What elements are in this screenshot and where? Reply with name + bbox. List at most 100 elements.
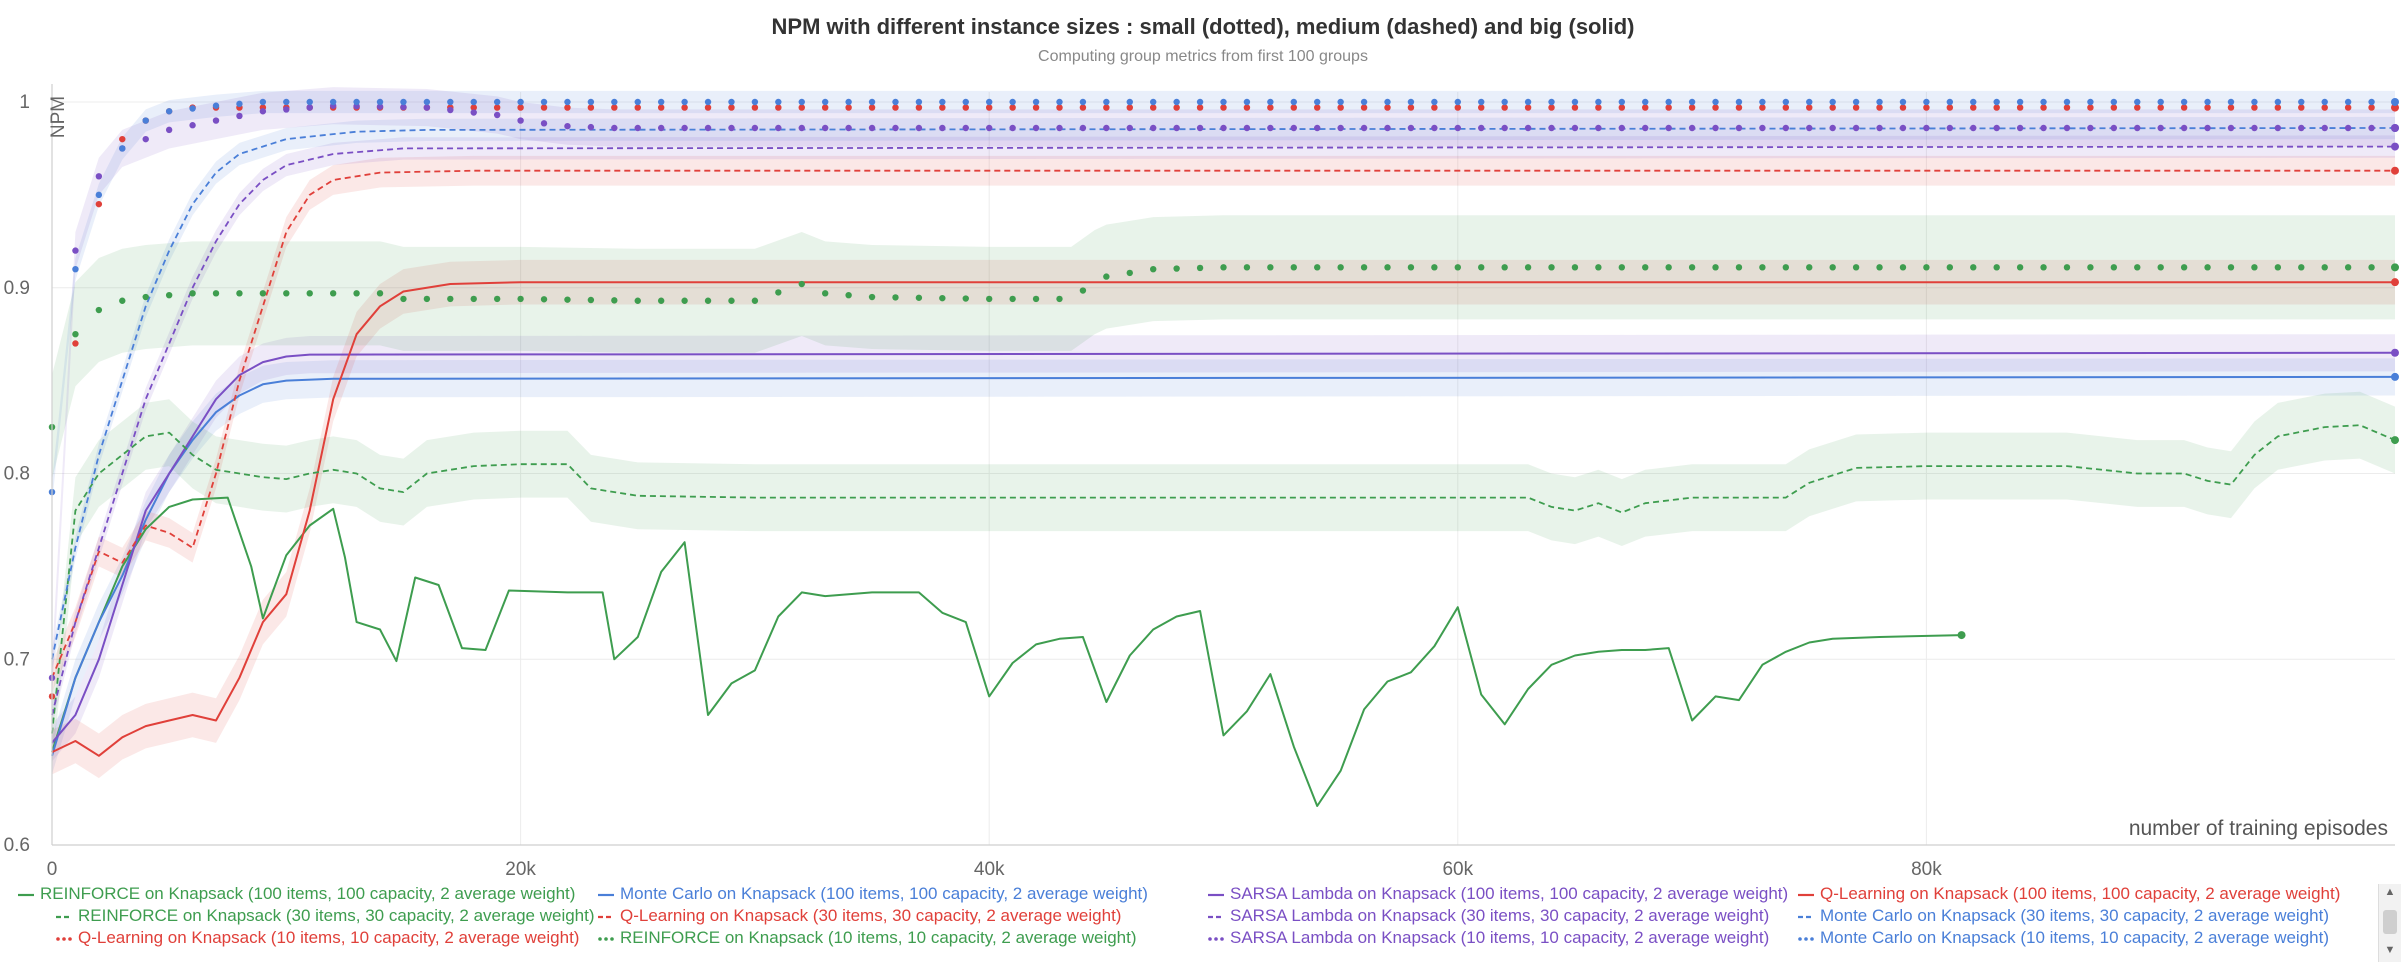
legend-item[interactable]: Monte Carlo on Knapsack (10 items, 10 ca…: [1798, 928, 2329, 948]
series-point-9: [1290, 264, 1297, 271]
legend-item[interactable]: REINFORCE on Knapsack (10 items, 10 capa…: [598, 928, 1137, 948]
series-point-11: [986, 98, 993, 106]
series-point-8: [564, 104, 571, 111]
series-point-11: [517, 98, 524, 106]
legend-item[interactable]: SARSA Lambda on Knapsack (30 items, 30 c…: [1208, 906, 1769, 926]
series-point-9: [2134, 264, 2141, 271]
legend-label: SARSA Lambda on Knapsack (10 items, 10 c…: [1230, 928, 1770, 947]
series-point-11: [1243, 98, 1251, 106]
series-point-8: [986, 104, 993, 111]
series-point-11: [1712, 98, 1719, 106]
series-point-9: [1079, 287, 1087, 294]
series-point-9: [1899, 264, 1907, 271]
series-point-8: [868, 104, 876, 111]
x-tick-label: 20k: [505, 859, 536, 880]
series-point-9: [1032, 295, 1040, 303]
series-point-11: [587, 98, 595, 106]
series-point-11: [634, 98, 641, 106]
series-end-marker-11: [2391, 98, 2399, 106]
series-point-10: [657, 124, 665, 132]
series-point-9: [1267, 264, 1274, 271]
series-point-11: [751, 98, 759, 106]
series-point-9: [587, 296, 595, 304]
series-point-9: [329, 290, 337, 297]
series-point-9: [2063, 264, 2071, 271]
series-point-8: [540, 104, 548, 111]
series-point-10: [2251, 124, 2258, 132]
series-point-8: [95, 200, 103, 208]
series-point-9: [470, 295, 477, 303]
series-point-10: [611, 124, 618, 132]
series-point-11: [1009, 98, 1016, 106]
legend-swatch-icon: [56, 936, 72, 941]
series-point-10: [1524, 124, 1532, 132]
series-point-9: [540, 296, 548, 303]
series-point-11: [775, 98, 782, 106]
series-point-10: [283, 106, 290, 113]
series-point-10: [1829, 124, 1836, 132]
series-point-11: [1923, 98, 1930, 106]
legend-swatch-icon: [598, 915, 614, 918]
legend-item[interactable]: SARSA Lambda on Knapsack (100 items, 100…: [1208, 884, 1788, 904]
legend-swatch-icon: [598, 936, 614, 941]
series-point-10: [564, 122, 571, 130]
series-point-9: [1688, 264, 1696, 271]
series-point-8: [1876, 104, 1883, 111]
series-point-11: [962, 98, 969, 106]
series-point-10: [1009, 124, 1016, 132]
series-point-11: [1524, 98, 1532, 106]
series-point-9: [2016, 264, 2024, 271]
series-point-9: [1454, 264, 1462, 271]
series-point-8: [1548, 104, 1555, 111]
series-line-4: [51, 424, 2396, 734]
series-point-8: [2298, 104, 2305, 111]
series-point-9: [1431, 264, 1438, 271]
series-point-11: [1571, 98, 1579, 106]
series-point-8: [1173, 104, 1180, 111]
legend-item[interactable]: Monte Carlo on Knapsack (100 items, 100 …: [598, 884, 1148, 904]
legend-item[interactable]: Monte Carlo on Knapsack (30 items, 30 ca…: [1798, 906, 2329, 926]
legend-item[interactable]: Q-Learning on Knapsack (100 items, 100 c…: [1798, 884, 2340, 904]
legend-item[interactable]: REINFORCE on Knapsack (30 items, 30 capa…: [56, 906, 595, 926]
series-point-10: [2298, 124, 2305, 132]
series-point-9: [986, 295, 993, 303]
series-point-10: [165, 126, 173, 134]
legend-item[interactable]: Q-Learning on Knapsack (30 items, 30 cap…: [598, 906, 1121, 926]
series-point-10: [775, 124, 782, 132]
series-point-10: [2368, 124, 2375, 132]
series-end-marker-8: [2391, 103, 2399, 112]
series-band-2: [52, 334, 2395, 762]
series-point-9: [751, 297, 759, 304]
y-tick-label: 1: [19, 92, 30, 113]
series-point-9: [2087, 264, 2094, 271]
legend-item[interactable]: SARSA Lambda on Knapsack (10 items, 10 c…: [1208, 928, 1769, 948]
series-point-11: [1384, 98, 1391, 106]
legend-scrollbar[interactable]: ▲ ▼: [2378, 884, 2401, 962]
series-point-10: [1384, 124, 1391, 132]
series-point-8: [1126, 104, 1133, 111]
scroll-down-icon[interactable]: ▼: [2384, 944, 2396, 956]
series-point-9: [1782, 264, 1790, 271]
x-tick-label: 80k: [1911, 859, 1942, 880]
legend-item[interactable]: Q-Learning on Knapsack (10 items, 10 cap…: [56, 928, 579, 948]
series-point-11: [1173, 98, 1180, 106]
series-point-11: [892, 98, 899, 106]
scroll-up-icon[interactable]: ▲: [2384, 886, 2396, 898]
series-point-9: [821, 290, 829, 297]
series-point-10: [1032, 124, 1040, 132]
series-point-11: [2040, 98, 2047, 106]
series-point-10: [704, 124, 712, 132]
legend-item[interactable]: REINFORCE on Knapsack (100 items, 100 ca…: [18, 884, 575, 904]
series-point-11: [1431, 98, 1438, 106]
series-point-9: [283, 290, 290, 297]
series-point-11: [1899, 98, 1907, 106]
series-point-11: [2157, 98, 2164, 106]
series-point-11: [1454, 98, 1462, 106]
scrollbar-thumb[interactable]: [2383, 910, 2397, 934]
series-point-10: [306, 104, 313, 111]
series-point-11: [1360, 98, 1368, 106]
axes: 0.6 0.7 0.8 0.9 1 0 20k 40k 60k 80k NPM number of t…: [4, 84, 2395, 880]
series-point-10: [2321, 124, 2328, 132]
series-point-8: [517, 104, 524, 111]
y-tick-label: 0.9: [4, 278, 30, 299]
